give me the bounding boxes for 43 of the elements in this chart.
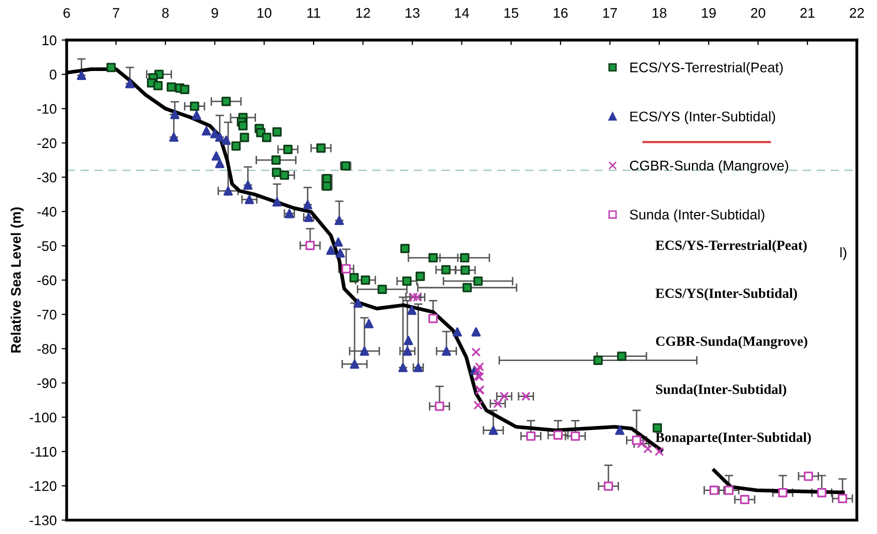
y-tick-label: 10 (42, 35, 56, 46)
annotation: Bonaparte(Inter-Subtidal) (656, 432, 811, 445)
x-tick-label: 11 (307, 8, 320, 18)
y-tick-label: -90 (37, 378, 56, 388)
y-tick-label: 0 (50, 70, 56, 80)
legend-label: Sunda (Inter-Subtidal) (630, 209, 764, 222)
y-tick-label: -60 (37, 275, 56, 286)
x-tick-label: 10 (258, 8, 272, 18)
y-tick-label: -70 (37, 310, 56, 320)
y-tick-label: -30 (37, 172, 56, 182)
x-tick-label: 7 (112, 8, 120, 18)
x-tick-label: 21 (800, 8, 814, 18)
legend-label: ECS/YS (Inter-Subtidal) (630, 111, 776, 124)
annotation: l) (840, 247, 846, 260)
y-tick-label: -130 (30, 515, 56, 526)
x-tick-label: 19 (702, 8, 716, 18)
x-tick-label: 13 (406, 8, 420, 18)
x-tick-label: 6 (63, 8, 70, 18)
x-tick-label: 8 (162, 8, 169, 18)
y-tick-label: -120 (30, 481, 56, 491)
y-tick-label: -80 (37, 344, 56, 354)
x-tick-label: 12 (356, 8, 370, 18)
x-tick-label: 9 (212, 8, 218, 18)
x-tick-label: 14 (455, 8, 470, 18)
x-tick-label: 17 (603, 8, 617, 18)
x-tick-label: 18 (652, 8, 666, 18)
y-tick-label: -40 (37, 206, 56, 217)
legend-label: CGBR-Sunda (Mangrove) (630, 160, 788, 174)
annotation: ECS/YS-Terrestrial(Peat) (656, 240, 807, 253)
y-tick-label: -100 (30, 412, 56, 422)
y-tick-label: -50 (37, 241, 56, 251)
annotation: Sunda(Inter-Subtidal) (656, 384, 786, 397)
annotation: CGBR-Sunda(Mangrove) (656, 336, 808, 349)
x-tick-label: 16 (554, 8, 568, 18)
x-tick-label: 15 (504, 8, 518, 18)
y-tick-label: -20 (37, 138, 56, 148)
y-axis-title: Relative Sea Level (m) (10, 207, 24, 352)
y-tick-label: -110 (30, 446, 56, 457)
x-tick-label: 20 (751, 8, 766, 18)
annotation: ECS/YS(Inter-Subtidal) (656, 288, 797, 301)
x-tick-label: 22 (850, 8, 864, 18)
y-tick-label: -10 (37, 104, 56, 114)
legend-label: ECS/YS-Terrestrial(Peat) (630, 62, 783, 76)
